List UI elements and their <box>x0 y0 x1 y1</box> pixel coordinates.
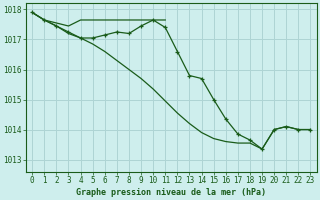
X-axis label: Graphe pression niveau de la mer (hPa): Graphe pression niveau de la mer (hPa) <box>76 188 266 197</box>
